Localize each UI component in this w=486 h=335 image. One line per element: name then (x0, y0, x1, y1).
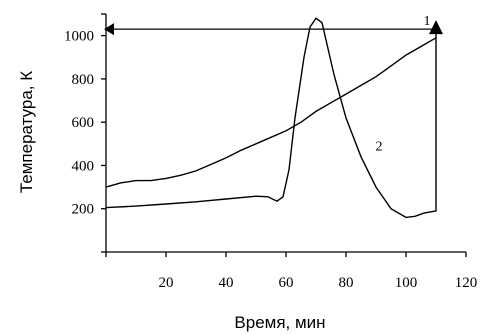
x-tick-label: 100 (395, 275, 418, 291)
series-line-2 (105, 17, 437, 219)
up-triangle-marker (429, 20, 443, 35)
left-triangle-marker (104, 23, 114, 36)
y-tick-label: 800 (72, 72, 95, 88)
y-tick-label: 1000 (64, 29, 94, 45)
series-line-1 (105, 37, 437, 188)
y-tick-label: 400 (72, 158, 95, 174)
y-tick-label: 200 (72, 202, 95, 218)
x-tick-label: 120 (455, 275, 478, 291)
x-tick-label: 60 (279, 275, 294, 291)
curve-label-1: 1 (424, 14, 431, 29)
x-axis-title: Время, мин (234, 313, 325, 332)
curve-labels: 12 (376, 14, 431, 154)
x-tick-label: 40 (219, 275, 234, 291)
y-axis-title: Температура, К (17, 71, 36, 193)
x-tick-label: 80 (339, 275, 354, 291)
series-layer (105, 17, 437, 219)
tick-labels: 200 400 600 800 1000 20 40 60 80 100 120 (64, 29, 477, 291)
tick-marks (101, 13, 467, 257)
curve-label-2: 2 (376, 139, 383, 154)
y-tick-label: 600 (72, 115, 95, 131)
reference-line-layer (104, 20, 443, 36)
x-tick-label: 20 (159, 275, 174, 291)
